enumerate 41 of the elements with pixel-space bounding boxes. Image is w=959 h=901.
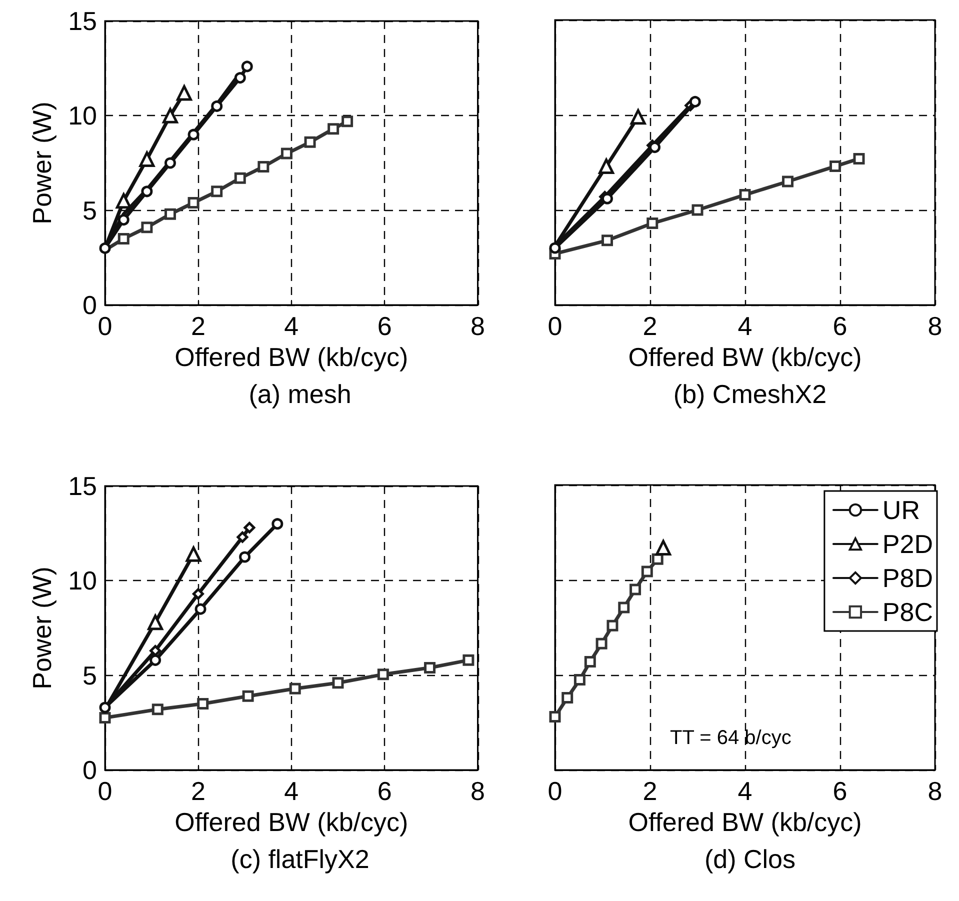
text: (d) Clos bbox=[704, 844, 796, 874]
x-tick-label: 6 bbox=[832, 311, 848, 341]
y-tick-label: 5 bbox=[82, 660, 97, 690]
x-axis-title: Offered BW (kb/cyc) bbox=[174, 806, 408, 837]
x-tick-label: 2 bbox=[190, 776, 206, 806]
x-axis-title: Offered BW (kb/cyc) bbox=[628, 806, 862, 837]
x-tick-label: 8 bbox=[470, 311, 486, 341]
x-tick-label: 6 bbox=[832, 776, 848, 806]
legend-label: UR bbox=[882, 495, 920, 525]
legend-label: P8D bbox=[882, 563, 933, 593]
x-tick-label: 6 bbox=[377, 311, 392, 341]
x-tick-label: 2 bbox=[642, 776, 658, 806]
x-tick-label: 4 bbox=[284, 311, 299, 341]
y-axis-title: Power (W) bbox=[27, 102, 57, 224]
text: (b) CmeshX2 bbox=[673, 379, 827, 409]
x-tick-label: 6 bbox=[377, 776, 392, 806]
x-tick-label: 8 bbox=[928, 776, 942, 806]
legend-label: P2D bbox=[882, 529, 933, 559]
x-tick-label: 0 bbox=[548, 776, 562, 806]
x-tick-label: 4 bbox=[738, 776, 752, 806]
x-axis-title: Offered BW (kb/cyc) bbox=[174, 342, 408, 372]
y-axis-title: Power (W) bbox=[27, 566, 57, 690]
x-axis-title: Offered BW (kb/cyc) bbox=[628, 342, 862, 372]
y-tick-label: 10 bbox=[68, 566, 97, 596]
y-tick-label: 0 bbox=[82, 755, 97, 785]
y-tick-label: 15 bbox=[68, 471, 97, 501]
y-tick-label: 15 bbox=[68, 6, 97, 36]
y-tick-label: 5 bbox=[82, 195, 97, 226]
annotation: TT = 64 b/cyc bbox=[670, 727, 792, 749]
x-tick-label: 8 bbox=[928, 311, 942, 341]
legend-label: P8C bbox=[882, 597, 933, 627]
text: (a) mesh bbox=[248, 379, 352, 409]
x-tick-label: 2 bbox=[190, 311, 206, 341]
x-tick-label: 4 bbox=[284, 776, 299, 806]
x-tick-label: 4 bbox=[738, 311, 752, 341]
text: (c) flatFlyX2 bbox=[230, 844, 370, 874]
y-tick-label: 10 bbox=[68, 100, 97, 131]
x-tick-label: 2 bbox=[642, 311, 658, 341]
x-tick-label: 8 bbox=[470, 776, 486, 806]
y-tick-label: 0 bbox=[82, 290, 97, 320]
x-tick-label: 0 bbox=[548, 311, 562, 341]
